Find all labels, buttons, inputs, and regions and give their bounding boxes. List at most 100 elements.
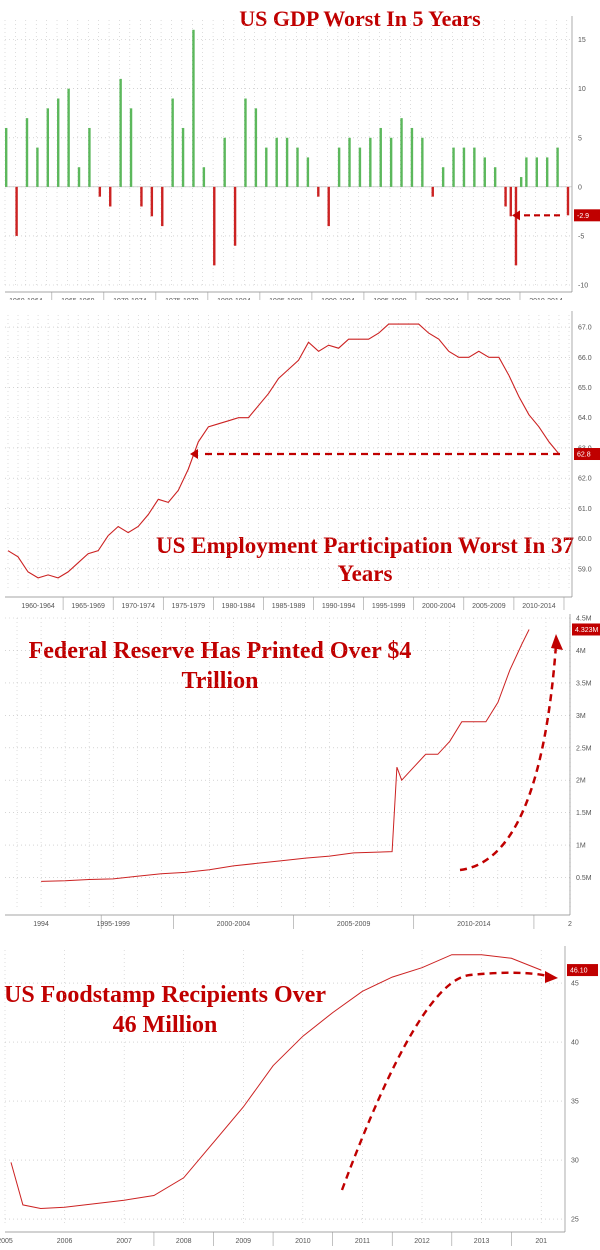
gdp-bar	[462, 147, 466, 187]
last-value-tag	[574, 448, 600, 461]
y-tick-label: -10	[578, 283, 588, 290]
x-tick-label: 2005-2009	[337, 921, 371, 928]
gdp-bar	[358, 147, 362, 187]
gdp-bar	[223, 137, 226, 187]
foodstamp-line	[10, 954, 542, 1210]
x-tick-label: 2	[568, 921, 572, 928]
last-value-label: 46.10	[570, 968, 588, 975]
y-tick-label: 45	[571, 981, 579, 988]
fed-chart-panel: Federal Reserve Has Printed Over $4 Tril…	[0, 610, 600, 940]
gdp-bar	[46, 108, 50, 187]
gdp-bar	[36, 147, 39, 187]
gdp-arrow-head	[512, 210, 520, 221]
gdp-bar	[337, 147, 341, 187]
participation-chart-title: US Employment Participation Worst In 37 …	[155, 533, 575, 586]
gdp-chart-panel: US GDP Worst In 5 Years -10 -5 0 5 10 15 1960-…	[0, 0, 600, 300]
fed-balance-line	[41, 629, 530, 882]
gdp-bar	[296, 147, 299, 187]
gdp-bar	[441, 167, 445, 187]
y-tick-label: 1.5M	[576, 810, 592, 817]
gdp-bar	[525, 157, 528, 187]
gdp-bar	[254, 108, 258, 187]
gdp-chart-title: US GDP Worst In 5 Years	[239, 6, 481, 31]
x-tick-label: 2012	[414, 1238, 430, 1245]
last-value-tag	[567, 964, 598, 977]
y-tick-label: -5	[578, 233, 584, 240]
gdp-bar	[348, 137, 351, 187]
x-tick-label: 2005-2009	[477, 298, 511, 300]
foodstamp-arrow-shaft	[340, 971, 549, 1191]
y-tick-label: 62.0	[578, 476, 592, 483]
y-tick-label: 65.0	[578, 385, 592, 392]
last-value-label: 4.323M	[575, 627, 599, 634]
x-tick-label: 2010-2014	[529, 298, 563, 300]
y-tick-label: 3.5M	[576, 680, 592, 687]
x-tick-label: 2009	[236, 1238, 252, 1245]
gdp-bar	[150, 186, 154, 217]
gdp-bar	[519, 177, 523, 187]
gdp-bar	[213, 186, 216, 266]
x-tick-label: 1975-1979	[165, 298, 199, 300]
fed-arrow-shaft	[459, 644, 558, 872]
participation-chart-panel: US Employment Participation Worst In 37 …	[0, 300, 600, 610]
gdp-bar	[192, 29, 195, 187]
gdp-bar	[171, 98, 174, 187]
x-tick-label: 1990-1994	[322, 603, 356, 610]
y-tick-label: 67.0	[578, 325, 592, 332]
y-tick-label: 15	[578, 37, 586, 44]
gdp-bar	[109, 186, 112, 207]
x-tick-label: 1994	[33, 921, 49, 928]
foodstamp-chart-panel: US Foodstamp Recipients Over 46 Million …	[0, 940, 600, 1250]
x-tick-label: 2000-2004	[425, 298, 459, 300]
x-tick-label: 2011	[355, 1238, 370, 1245]
gdp-bar	[285, 137, 289, 187]
x-tick-label: 1995-1999	[372, 603, 406, 610]
gdp-bar	[493, 167, 497, 187]
gdp-bar	[504, 186, 507, 207]
gdp-bar	[509, 186, 512, 217]
gdp-bar	[5, 127, 8, 187]
gdp-bar	[129, 108, 133, 187]
y-tick-label: 0	[578, 184, 582, 191]
y-tick-label: 4M	[576, 648, 586, 655]
gdp-bar	[275, 137, 278, 187]
participation-line	[7, 323, 560, 579]
gdp-chart: US GDP Worst In 5 Years -10 -5 0 5 10 15 1960-…	[4, 6, 600, 300]
last-value-label: 62.8	[577, 452, 591, 459]
participation-arrow-head	[190, 449, 198, 460]
x-tick-label: 2000-2004	[217, 921, 251, 928]
x-tick-label: 1985-1989	[272, 603, 306, 610]
y-tick-label: 30	[571, 1158, 579, 1165]
y-tick-label: 64.0	[578, 415, 592, 422]
gdp-bar	[514, 186, 518, 266]
gdp-bar	[265, 147, 268, 187]
gdp-bar	[244, 98, 247, 187]
foodstamp-chart-title: US Foodstamp Recipients Over 46 Million	[4, 982, 326, 1038]
gdp-bar	[452, 147, 455, 187]
x-tick-label: 1975-1979	[172, 603, 206, 610]
x-tick-label: 1960-1964	[21, 603, 55, 610]
gdp-bar	[389, 137, 393, 187]
gdp-bar	[431, 186, 434, 197]
gdp-bar	[379, 127, 382, 187]
y-tick-label: 61.0	[578, 506, 592, 513]
x-tick-label: 1965-1969	[71, 603, 105, 610]
y-tick-label: 10	[578, 86, 586, 93]
gdp-bar	[535, 157, 538, 187]
y-tick-label: 59.0	[578, 566, 592, 573]
gdp-bar	[545, 157, 549, 187]
x-tick-label: 1985-1989	[269, 298, 303, 300]
y-tick-label: 60.0	[578, 536, 592, 543]
gdp-bar	[202, 167, 206, 187]
y-tick-label: 5	[578, 135, 582, 142]
participation-chart: US Employment Participation Worst In 37 …	[5, 311, 600, 610]
gdp-bar	[67, 88, 70, 187]
x-tick-label: 2005	[0, 1238, 13, 1245]
gdp-bar	[473, 147, 476, 187]
gdp-bar	[233, 186, 237, 246]
gdp-bar	[410, 127, 414, 187]
x-tick-label: 1965-1969	[61, 298, 95, 300]
gdp-bar	[317, 186, 320, 197]
y-tick-label: 40	[571, 1040, 579, 1047]
x-tick-label: 2010-2014	[457, 921, 491, 928]
